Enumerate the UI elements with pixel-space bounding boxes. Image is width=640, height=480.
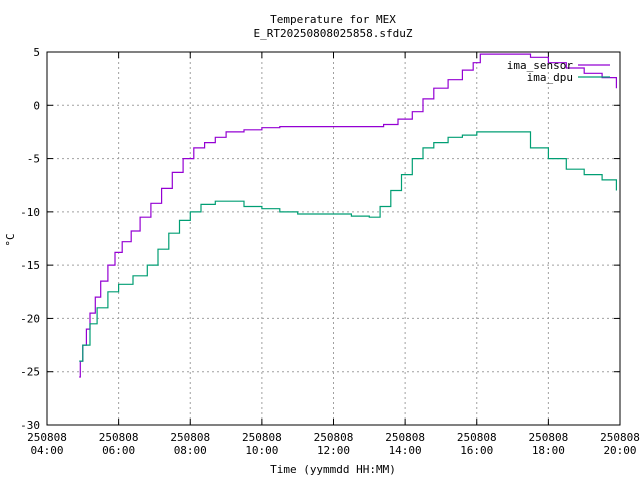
x-tick-time: 14:00	[389, 444, 422, 457]
x-tick-date: 250808	[170, 431, 210, 444]
x-tick-time: 06:00	[102, 444, 135, 457]
x-tick-date: 250808	[27, 431, 67, 444]
y-tick-label: -10	[20, 206, 40, 219]
axis-ticks: 50-5-10-15-20-25-3025080804:0025080806:0…	[20, 46, 640, 457]
y-tick-label: 5	[33, 46, 40, 59]
chart-subtitle: E_RT20250808025858.sfduZ	[254, 27, 413, 40]
x-tick-date: 250808	[457, 431, 497, 444]
y-tick-label: -15	[20, 259, 40, 272]
y-tick-label: -20	[20, 312, 40, 325]
series-layer	[79, 53, 617, 378]
x-tick-date: 250808	[99, 431, 139, 444]
x-tick-time: 12:00	[317, 444, 350, 457]
chart-title: Temperature for MEX	[270, 13, 396, 26]
y-tick-label: -30	[20, 419, 40, 432]
legend-label-ima-dpu: ima_dpu	[527, 71, 573, 84]
y-tick-label: -25	[20, 366, 40, 379]
y-tick-label: 0	[33, 99, 40, 112]
x-tick-time: 10:00	[245, 444, 278, 457]
x-tick-date: 250808	[314, 431, 354, 444]
grid	[47, 52, 620, 425]
x-tick-time: 18:00	[532, 444, 565, 457]
series-line-ima-dpu	[79, 131, 617, 362]
x-tick-time: 20:00	[603, 444, 636, 457]
x-tick-date: 250808	[529, 431, 569, 444]
x-tick-time: 08:00	[174, 444, 207, 457]
x-tick-time: 16:00	[460, 444, 493, 457]
x-tick-date: 250808	[242, 431, 282, 444]
x-axis-label: Time (yymmdd HH:MM)	[270, 463, 396, 476]
legend-label-ima-sensor: ima_sensor	[507, 59, 574, 72]
x-tick-date: 250808	[385, 431, 425, 444]
y-tick-label: -5	[27, 153, 40, 166]
series-line-ima-sensor	[79, 53, 617, 378]
x-tick-date: 250808	[600, 431, 640, 444]
x-tick-time: 04:00	[30, 444, 63, 457]
y-axis-label: °C	[4, 233, 17, 246]
